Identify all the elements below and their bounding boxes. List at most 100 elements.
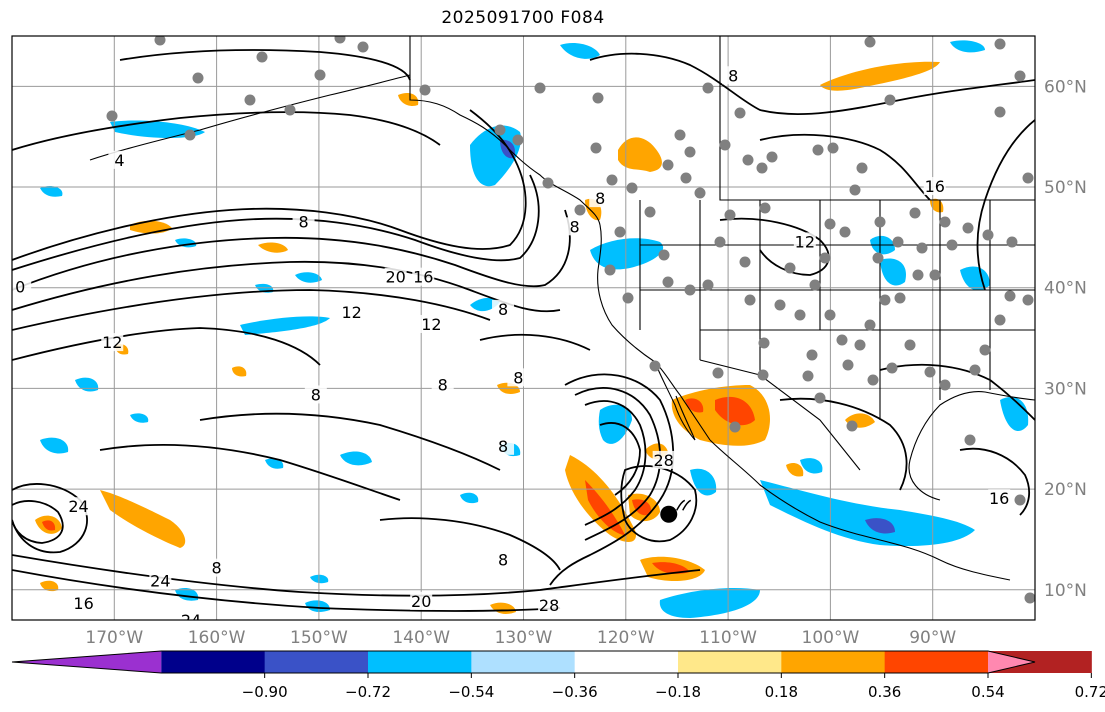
station-dot	[694, 187, 706, 199]
station-dot	[827, 142, 839, 154]
storm-center-marker	[660, 499, 692, 523]
mexico-coast	[709, 439, 1011, 581]
warm-patch	[398, 93, 419, 106]
station-dot	[939, 216, 951, 228]
contour-label-bg	[149, 571, 172, 590]
colorbar-outline	[11, 650, 1036, 674]
contour-label: 4	[114, 151, 124, 170]
station-dot	[849, 184, 861, 196]
station-dot	[924, 366, 936, 378]
warm-patch	[100, 490, 186, 548]
station-dot	[1022, 172, 1034, 184]
station-dot	[649, 360, 661, 372]
station-dot	[872, 252, 884, 264]
longitude-tick-label: 130°W	[495, 628, 553, 648]
contour-label-bg	[384, 267, 407, 286]
warm-patch	[258, 242, 288, 253]
station-dot	[357, 41, 369, 53]
warm-patch	[618, 137, 662, 172]
station-dot	[184, 129, 196, 141]
contour-label: 28	[33, 617, 53, 636]
station-dot	[994, 314, 1006, 326]
contour-line	[599, 422, 641, 496]
contour-label-bg	[340, 302, 363, 321]
station-dot	[1004, 290, 1016, 302]
colorbar-tick-label: −0.36	[552, 683, 598, 701]
contour-label: 8	[212, 559, 222, 578]
cool-patch	[560, 43, 600, 59]
station-dot	[1024, 592, 1035, 604]
contour-label: 12	[102, 333, 122, 352]
station-dot	[867, 374, 879, 386]
contour-label: 20	[677, 625, 697, 644]
longitude-tick-label: 90°W	[909, 628, 956, 648]
contour-label: 24	[181, 611, 201, 630]
anomaly-shading	[35, 40, 1029, 618]
station-dot	[758, 337, 770, 349]
contour-label: 8	[513, 368, 523, 387]
mexico-interior	[699, 359, 861, 471]
contour-label-bg	[563, 217, 586, 236]
longitude-tick-label: 140°W	[392, 628, 450, 648]
station-dot	[674, 129, 686, 141]
contour-label: 12	[421, 315, 441, 334]
station-dot	[684, 284, 696, 296]
us-states	[639, 200, 1035, 420]
map-title: 2025091700 F084	[441, 8, 605, 28]
station-dot	[946, 239, 958, 251]
contour-line	[779, 397, 908, 491]
colorbar-extend-low	[12, 651, 162, 673]
colorbar-tick-label: −0.72	[345, 683, 391, 701]
latitude-tick-label: 50°N	[1044, 178, 1087, 198]
station-dot	[662, 159, 674, 171]
colorbar-segment	[161, 651, 266, 673]
contour-line	[119, 49, 411, 81]
station-dot	[106, 110, 118, 122]
cool-patch	[305, 600, 330, 612]
station-dot	[314, 69, 326, 81]
station-dot	[939, 379, 951, 391]
contour-label: 8	[298, 212, 308, 231]
warm-core	[685, 398, 704, 413]
contour-label: 8	[498, 551, 508, 570]
station-dot	[812, 144, 824, 156]
contour-label-bg	[205, 558, 228, 577]
station-dot	[734, 107, 746, 119]
station-dot	[814, 392, 826, 404]
station-dot	[1014, 70, 1026, 82]
contour-label: 28	[653, 451, 673, 470]
station-dot	[756, 162, 768, 174]
longitude-tick-label: 160°W	[188, 628, 246, 648]
contour-label: 8	[498, 300, 508, 319]
station-dot	[819, 252, 831, 264]
station-dot	[606, 174, 618, 186]
station-dot	[534, 82, 546, 94]
storm-dot	[660, 505, 678, 523]
cool-patch	[800, 458, 823, 474]
cool-patch	[760, 480, 975, 547]
station-dot	[964, 434, 976, 446]
map-frame	[11, 35, 1036, 621]
contour-label-bg	[652, 450, 675, 469]
colorbar-segment	[368, 651, 472, 673]
longitude-tick-label: 100°W	[802, 628, 860, 648]
cool-patch	[240, 316, 330, 335]
station-dot	[702, 279, 714, 291]
contour-label-bg	[410, 591, 433, 610]
contour-label-bg	[722, 66, 745, 85]
contour-label: 0	[15, 278, 25, 297]
contour-label: 24	[68, 497, 88, 516]
station-dot	[836, 334, 848, 346]
longitude-tick-label: 170°W	[85, 628, 143, 648]
cool-patch	[40, 437, 69, 454]
colorbar: −0.90 −0.72 −0.54 −0.36 −0.18 0.18 0.36 0.54 0.7…	[11, 650, 1105, 701]
contour-label: 20	[385, 268, 405, 287]
station-dot	[794, 309, 806, 321]
cool-core	[865, 518, 895, 534]
station-dot	[542, 177, 554, 189]
wind-barb	[676, 499, 692, 511]
cool-patch	[590, 238, 664, 270]
station-dot	[626, 182, 638, 194]
station-dot	[894, 292, 906, 304]
